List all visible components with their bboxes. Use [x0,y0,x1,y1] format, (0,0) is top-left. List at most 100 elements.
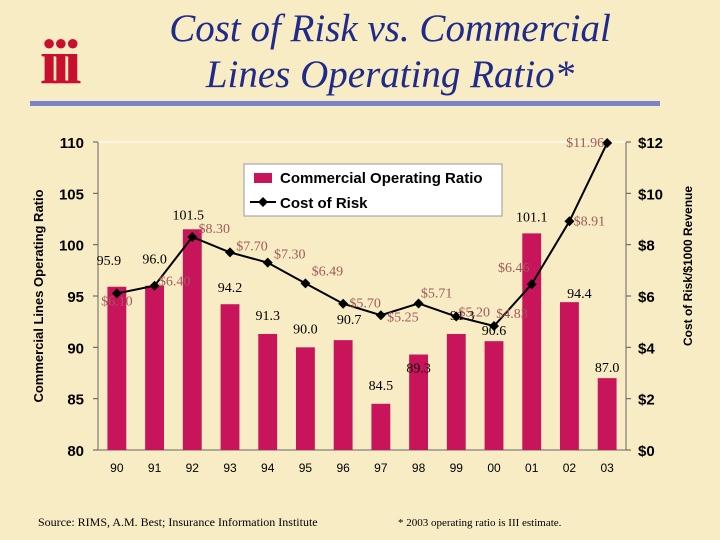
bar [409,354,428,450]
line-marker [225,247,235,258]
bar-label: 101.5 [173,208,205,223]
line-label: $8.91 [574,214,606,229]
left-axis-title: Commercial Lines Operating Ratio [31,189,46,402]
bar [258,333,278,450]
right-tick-label: $6 [638,289,655,306]
line-marker [564,216,575,227]
line-marker [149,280,160,291]
line-label: $5.25 [387,310,419,325]
line-marker [526,279,537,290]
line-marker [300,278,311,289]
legend-bar-swatch [254,173,272,183]
left-tick-label: 85 [67,392,84,409]
line-series [111,138,613,332]
bar [371,403,391,450]
line-marker [262,257,273,268]
line-label: $5.71 [421,286,453,301]
line-label: $6.46 [498,261,530,276]
x-tick-label: 93 [223,461,237,475]
x-tick-label: 03 [600,461,614,475]
line-label: $7.30 [274,248,306,263]
bar-label: 95.9 [97,254,122,269]
left-tick-label: 110 [60,135,84,152]
line-marker [451,311,462,322]
x-tick-label: 90 [110,461,124,475]
left-tick-label: 90 [67,340,84,357]
bar [296,347,315,450]
legend: Commercial Operating Ratio Cost of Risk [243,163,503,217]
legend-bar-label: Commercial Operating Ratio [280,170,483,187]
page-title: Cost of Risk vs. Commercial Lines Operat… [120,6,660,98]
bar [107,286,127,450]
bar-label: 90.0 [293,322,318,337]
legend-line-marker [258,197,268,207]
bar [446,333,466,450]
title-divider [30,101,660,106]
bar-series [107,229,617,450]
line-marker [489,321,499,332]
x-tick-label: 99 [450,461,464,475]
bar-label: 94.4 [567,287,592,302]
right-tick-label: $10 [638,186,663,203]
line-label: $4.83 [496,307,528,322]
x-tick-label: 96 [336,461,350,475]
legend-box [243,163,503,217]
x-tick-label: 91 [148,461,162,475]
right-tick-label: $8 [638,238,655,255]
bar [560,302,579,450]
x-tick-label: 92 [186,461,200,475]
bar-label: 89.3 [406,362,431,377]
bar [597,378,617,450]
bar-label: 91.3 [450,309,475,324]
bar-label: 101.1 [516,210,548,225]
bar-label: 87.0 [595,361,620,376]
line-marker [413,298,424,309]
iii-logo: iii [40,26,81,97]
bar-label: 91.3 [255,309,280,324]
left-tick-label: 95 [67,289,84,306]
right-axis-title: Cost of Risk/$1000 Revenue [681,186,695,346]
footnote: * 2003 operating ratio is III estimate. [398,517,562,529]
x-tick-label: 01 [525,461,539,475]
line-label: $5.70 [349,297,381,312]
title-line-1: Cost of Risk vs. Commercial [169,7,611,50]
cost-of-risk-line [116,142,609,328]
bar [333,340,353,450]
line-label: $6.49 [312,264,344,279]
line-marker [602,138,613,149]
title-line-2: Lines Operating Ratio* [205,53,575,96]
line-marker [187,231,198,242]
line-marker [111,288,122,299]
x-tick-label: 95 [299,461,313,475]
line-label: $8.30 [199,222,231,237]
left-tick-label: 100 [59,238,84,255]
data-labels: 95.9 96.0 101.5 94.2 91.3 90.0 90.7 84.5 89.3 91.… [97,136,620,394]
right-tick-label: $0 [638,443,655,460]
bar [145,285,164,450]
x-tick-label: 00 [487,461,501,475]
source-note: Source: RIMS, A.M. Best; Insurance Infor… [38,515,318,529]
line-marker [375,310,386,321]
bar-label: 90.6 [482,324,507,339]
bar-label: 94.2 [218,281,243,296]
legend-line-label: Cost of Risk [280,195,368,212]
line-label: $5.20 [459,306,491,321]
x-tick-label: 02 [563,461,577,475]
bar-label: 90.7 [337,313,362,328]
bar-label: 84.5 [369,379,394,394]
line-marker [338,298,349,309]
line-label: $6.40 [159,275,191,290]
x-tick-label: 98 [412,461,426,475]
bar [484,341,504,450]
line-label: $11.96 [566,136,604,151]
bar [182,229,202,450]
left-tick-label: 105 [59,186,84,203]
right-tick-label: $12 [638,135,663,152]
line-label: $6.10 [101,294,133,309]
x-tick-label: 94 [261,461,275,475]
right-tick-label: $2 [638,392,655,409]
bar [522,233,542,450]
line-label: $7.70 [236,239,268,254]
right-tick-label: $4 [638,340,655,357]
